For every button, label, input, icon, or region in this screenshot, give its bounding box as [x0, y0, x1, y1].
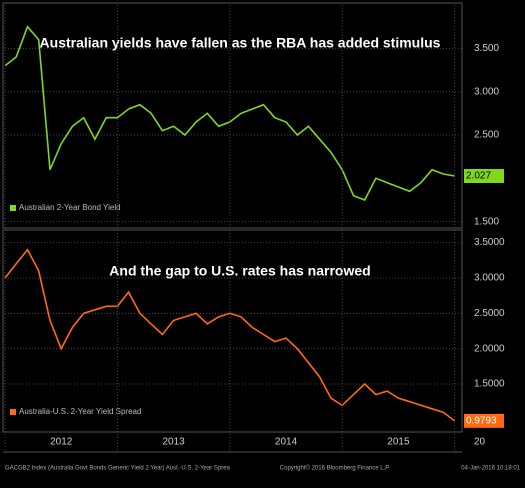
y-tick-label: 1.5000 — [474, 379, 505, 390]
footer-copyright: Copyright© 2016 Bloomberg Finance L.P. — [280, 465, 391, 472]
x-tick-label: 2014 — [275, 437, 298, 448]
panel-frame — [2, 2, 463, 229]
last-value-box — [464, 413, 504, 428]
x-tick-label: 2013 — [162, 437, 185, 448]
y-tick-label: 1.500 — [474, 216, 499, 227]
last-value-label: 2.027 — [466, 171, 491, 182]
chart-title: Australian yields have fallen as the RBA… — [40, 35, 441, 51]
x-tick-label: 2012 — [50, 437, 73, 448]
y-tick-label: 2.5000 — [474, 308, 505, 319]
y-tick-label: 3.000 — [474, 86, 499, 97]
series-line — [4, 248, 456, 422]
panel-frame — [2, 229, 463, 433]
last-value-label: 0.9793 — [466, 415, 497, 426]
y-tick-label: 3.0000 — [474, 273, 505, 284]
legend-swatch — [10, 409, 16, 415]
legend-label: Australian 2-Year Bond Yield — [19, 203, 121, 212]
x-tick-label: 2015 — [387, 437, 410, 448]
legend-swatch — [10, 205, 16, 211]
footer-timestamp: 04-Jan-2016 10:18:01 — [461, 466, 520, 472]
chart-title: And the gap to U.S. rates has narrowed — [109, 263, 370, 279]
legend-label: Australia-U.S. 2-Year Yield Spread — [19, 407, 141, 416]
x-tick-label: 20 — [474, 437, 486, 448]
last-value-box — [464, 168, 504, 183]
y-tick-label: 2.500 — [474, 130, 499, 141]
y-tick-label: 3.5000 — [474, 237, 505, 248]
y-tick-label: 2.0000 — [474, 343, 505, 354]
footer-source: GACGB2 Index (Australia Govt Bonds Gener… — [5, 466, 231, 472]
y-tick-label: 3.500 — [474, 43, 499, 54]
